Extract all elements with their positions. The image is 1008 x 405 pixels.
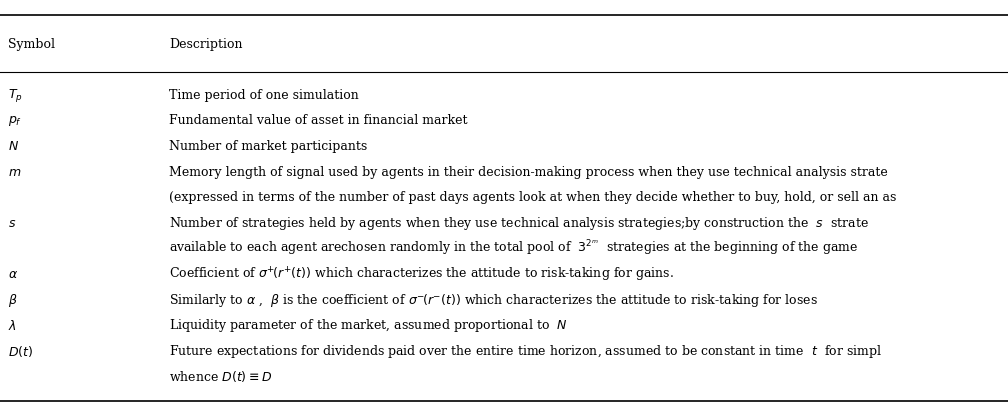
Text: $T_p$: $T_p$ [8, 87, 23, 104]
Text: $p_f$: $p_f$ [8, 114, 22, 128]
Text: Number of market participants: Number of market participants [169, 140, 368, 153]
Text: $\alpha$: $\alpha$ [8, 267, 18, 280]
Text: $N$: $N$ [8, 140, 19, 153]
Text: $m$: $m$ [8, 165, 21, 178]
Text: $s$: $s$ [8, 216, 16, 229]
Text: Description: Description [169, 38, 243, 51]
Text: (expressed in terms of the number of past days agents look at when they decide w: (expressed in terms of the number of pas… [169, 191, 897, 204]
Text: Time period of one simulation: Time period of one simulation [169, 89, 359, 102]
Text: $D(t)$: $D(t)$ [8, 343, 33, 358]
Text: available to each agent arechosen randomly in the total pool of  $3^{2^m}$  stra: available to each agent arechosen random… [169, 239, 859, 258]
Text: Similarly to $\alpha$ ,  $\beta$ is the coefficient of $\sigma^{-}\!\left(r^{-}(: Similarly to $\alpha$ , $\beta$ is the c… [169, 291, 818, 308]
Text: Memory length of signal used by agents in their decision-making process when the: Memory length of signal used by agents i… [169, 165, 888, 178]
Text: $\lambda$: $\lambda$ [8, 318, 17, 332]
Text: Number of strategies held by agents when they use technical analysis strategies;: Number of strategies held by agents when… [169, 214, 869, 231]
Text: $\beta$: $\beta$ [8, 291, 18, 308]
Text: Symbol: Symbol [8, 38, 55, 51]
Text: Fundamental value of asset in financial market: Fundamental value of asset in financial … [169, 114, 468, 127]
Text: Future expectations for dividends paid over the entire time horizon, assumed to : Future expectations for dividends paid o… [169, 342, 882, 359]
Text: whence $D(t) \equiv D$: whence $D(t) \equiv D$ [169, 369, 272, 383]
Text: Coefficient of $\sigma^{+}\!\left(r^{+}(t)\right)$ which characterizes the attit: Coefficient of $\sigma^{+}\!\left(r^{+}(… [169, 264, 674, 283]
Text: Liquidity parameter of the market, assumed proportional to  $N$: Liquidity parameter of the market, assum… [169, 316, 569, 333]
